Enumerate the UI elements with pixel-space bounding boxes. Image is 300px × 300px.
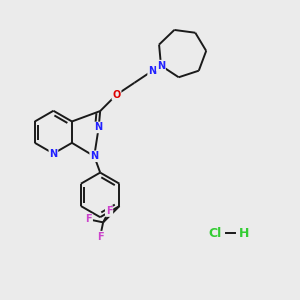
Text: N: N xyxy=(157,61,165,70)
Text: F: F xyxy=(85,214,92,224)
Text: N: N xyxy=(94,122,103,132)
Text: N: N xyxy=(49,148,58,159)
Text: H: H xyxy=(238,227,249,240)
Text: Cl: Cl xyxy=(209,227,222,240)
Text: F: F xyxy=(106,206,112,216)
Text: F: F xyxy=(97,232,104,242)
Text: N: N xyxy=(148,66,156,76)
Text: O: O xyxy=(112,90,121,100)
Text: N: N xyxy=(90,151,98,161)
